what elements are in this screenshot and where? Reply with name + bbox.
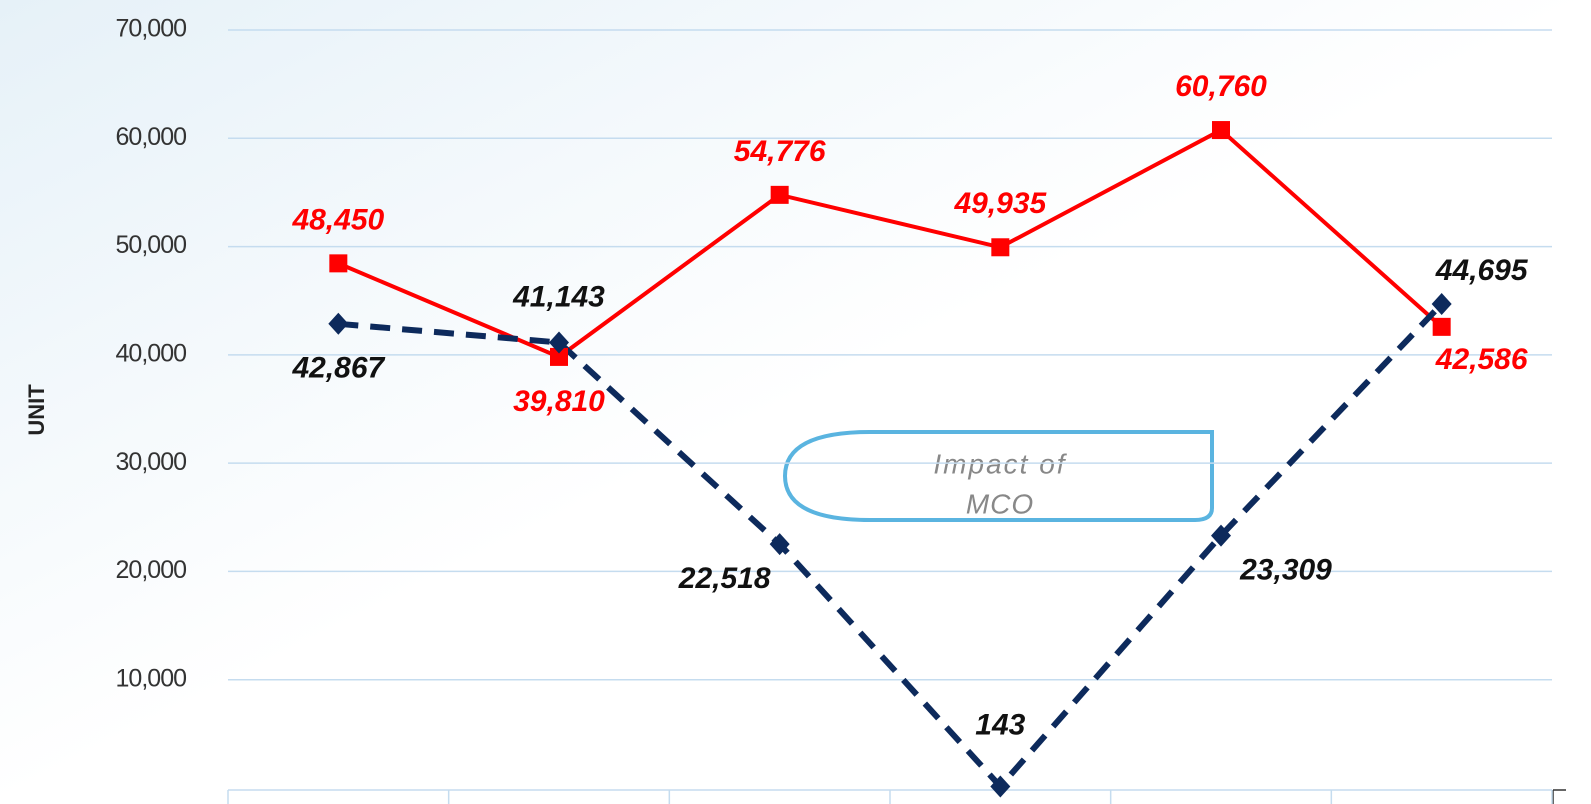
marker: [328, 312, 349, 335]
data-label: 60,760: [1175, 70, 1267, 103]
data-label: 143: [975, 708, 1025, 741]
data-label: 22,518: [678, 562, 771, 595]
marker: [990, 775, 1011, 798]
y-tick-label: 30,000: [116, 448, 187, 476]
y-tick-label: 40,000: [116, 339, 187, 367]
y-axis-label: UNIT: [24, 384, 49, 436]
y-tick-label: 20,000: [116, 556, 187, 584]
marker: [550, 347, 568, 366]
marker: [1212, 121, 1230, 140]
data-label: 41,143: [512, 280, 605, 313]
marker: [769, 533, 790, 556]
annotation: MCO: [966, 488, 1034, 519]
y-tick-label: 70,000: [116, 15, 187, 43]
data-label: 42,586: [1435, 343, 1528, 376]
data-label: 48,450: [291, 203, 384, 236]
marker: [991, 238, 1010, 257]
series-line: [337, 127, 1443, 360]
marker: [1211, 524, 1231, 547]
marker: [329, 254, 348, 273]
callout: [782, 430, 1214, 522]
data-label: 44,695: [1435, 254, 1529, 287]
data-label: 39,810: [513, 385, 605, 418]
marker: [1431, 293, 1452, 316]
marker: [770, 185, 789, 204]
y-tick-label: 50,000: [116, 231, 187, 259]
data-label: 23,309: [1239, 554, 1332, 587]
data-label: 54,776: [734, 135, 826, 168]
series-line: [338, 301, 1444, 791]
marker: [549, 331, 569, 354]
data-label: 49,935: [953, 187, 1047, 220]
y-tick-label: 10,000: [116, 664, 187, 692]
marker: [1432, 317, 1451, 336]
data-label: 42,867: [291, 352, 385, 385]
y-tick-label: 60,000: [116, 123, 187, 151]
